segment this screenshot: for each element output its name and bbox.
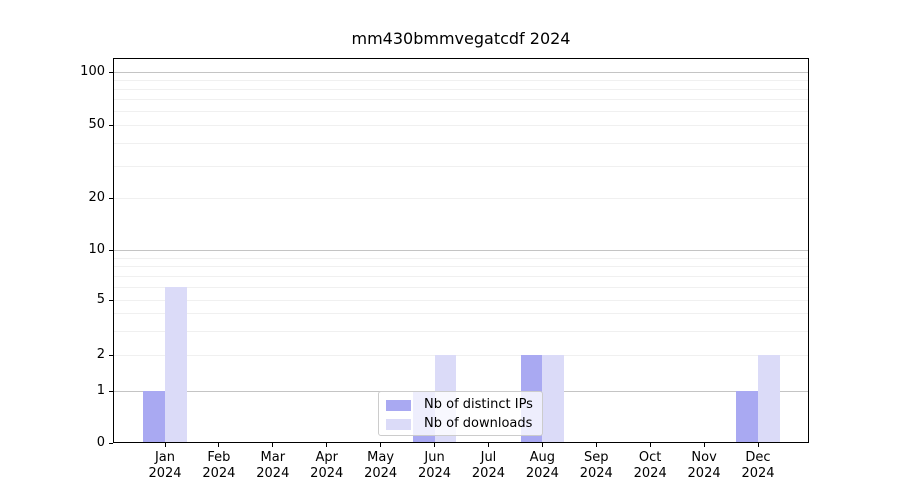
y-tick-mark: [109, 299, 113, 301]
minor-gridline: [114, 286, 808, 288]
x-tick-mark: [272, 443, 274, 447]
x-tick-label: Dec 2024: [741, 450, 775, 481]
y-tick-label: 1: [96, 383, 105, 398]
minor-gridline: [114, 142, 808, 144]
x-tick-mark: [703, 443, 705, 447]
minor-gridline: [114, 80, 808, 82]
y-tick-label: 50: [88, 117, 105, 132]
legend-swatch-distinct-ips: [386, 400, 411, 411]
legend-label: Nb of distinct IPs: [424, 397, 533, 412]
bar-distinct-ips: [736, 391, 758, 442]
x-tick-mark: [649, 443, 651, 447]
minor-gridline: [114, 111, 808, 113]
x-tick-label: Oct 2024: [633, 450, 667, 481]
x-tick-mark: [541, 443, 543, 447]
x-tick-label: Sep 2024: [579, 450, 613, 481]
minor-gridline: [114, 257, 808, 259]
x-tick-label: Apr 2024: [310, 450, 344, 481]
x-tick-mark: [164, 443, 166, 447]
y-tick-label: 5: [96, 292, 105, 307]
x-tick-mark: [595, 443, 597, 447]
y-tick-label: 0: [96, 435, 105, 450]
x-tick-mark: [326, 443, 328, 447]
x-tick-label: Nov 2024: [687, 450, 721, 481]
minor-gridline: [114, 355, 808, 356]
y-tick-mark: [109, 197, 113, 199]
x-tick-mark: [757, 443, 759, 447]
y-tick-label: 100: [80, 64, 105, 79]
y-tick-label: 20: [88, 190, 105, 205]
x-tick-label: Aug 2024: [525, 450, 559, 481]
minor-gridline: [114, 330, 808, 332]
x-tick-mark: [434, 443, 436, 447]
minor-gridline: [114, 266, 808, 268]
minor-gridline: [114, 125, 808, 126]
x-tick-label: May 2024: [364, 450, 398, 481]
minor-gridline: [114, 165, 808, 167]
y-tick-mark: [109, 442, 113, 444]
bar-downloads: [165, 286, 187, 442]
x-tick-label: Mar 2024: [256, 450, 290, 481]
y-tick-mark: [109, 354, 113, 356]
bar-distinct-ips: [143, 391, 165, 442]
minor-gridline: [114, 99, 808, 101]
x-tick-label: Jan 2024: [148, 450, 182, 481]
legend-swatch-downloads: [386, 419, 411, 430]
chart-title: mm430bmmvegatcdf 2024: [351, 29, 571, 48]
minor-gridline: [114, 198, 808, 199]
y-tick-mark: [109, 249, 113, 251]
y-tick-mark: [109, 124, 113, 126]
minor-gridline: [114, 275, 808, 277]
x-tick-mark: [218, 443, 220, 447]
legend-row: Nb of distinct IPs: [379, 397, 542, 413]
y-tick-mark: [109, 390, 113, 392]
x-tick-label: Jun 2024: [417, 450, 452, 481]
bar-downloads: [758, 355, 780, 442]
y-tick-label: 10: [88, 242, 105, 257]
legend-row: Nb of downloads: [379, 416, 542, 432]
legend: Nb of distinct IPs Nb of downloads: [378, 391, 543, 436]
plot-area: [113, 58, 809, 443]
minor-gridline: [114, 300, 808, 301]
y-tick-label: 2: [96, 347, 105, 362]
minor-gridline: [114, 89, 808, 91]
major-gridline: [114, 72, 808, 73]
x-tick-mark: [487, 443, 489, 447]
bar-downloads: [542, 355, 564, 442]
y-tick-mark: [109, 71, 113, 73]
x-tick-label: Feb 2024: [202, 450, 236, 481]
x-tick-label: Jul 2024: [471, 450, 505, 481]
x-tick-mark: [380, 443, 382, 447]
major-gridline: [114, 250, 808, 251]
legend-label: Nb of downloads: [424, 416, 533, 431]
minor-gridline: [114, 313, 808, 315]
